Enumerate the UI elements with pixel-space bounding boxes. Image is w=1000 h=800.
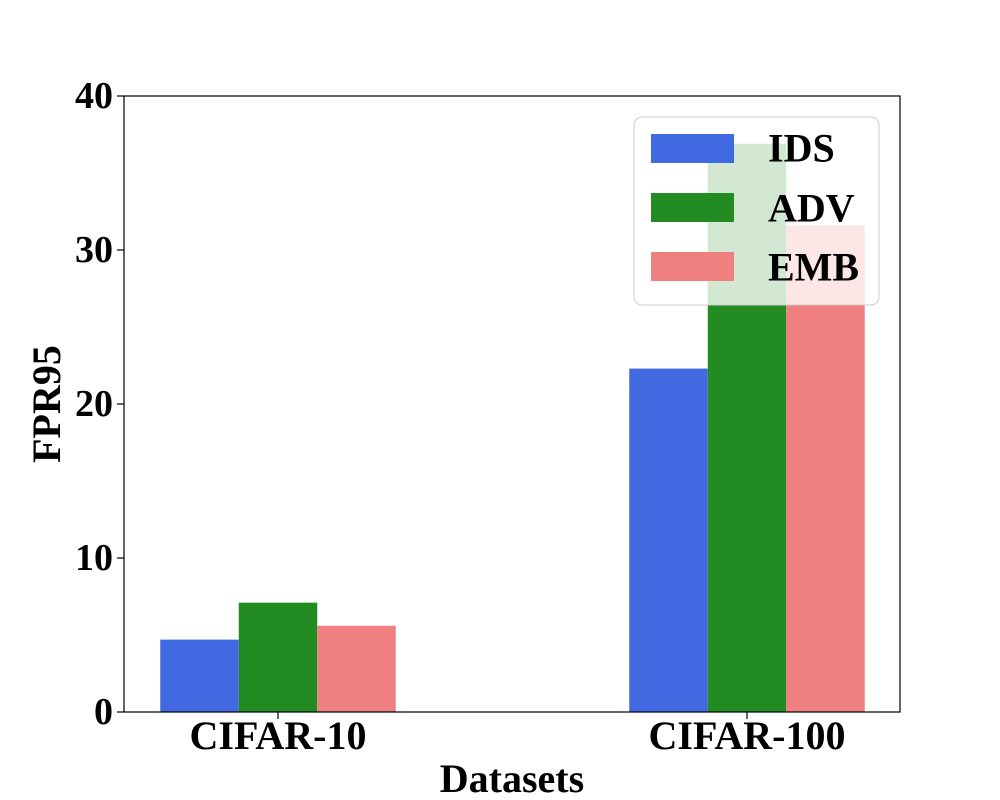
legend-label-adv: ADV bbox=[768, 186, 855, 231]
y-axis-title: FPR95 bbox=[24, 345, 69, 463]
y-tick-label: 40 bbox=[75, 75, 113, 117]
x-tick-label-cifar-10: CIFAR-10 bbox=[189, 713, 366, 758]
legend-label-ids: IDS bbox=[768, 126, 835, 171]
legend-swatch-ids bbox=[651, 134, 734, 163]
x-tick-labels: CIFAR-10 CIFAR-100 bbox=[189, 713, 845, 758]
bar-emb-cifar-100 bbox=[786, 225, 865, 713]
x-tick-label-cifar-100: CIFAR-100 bbox=[648, 713, 845, 758]
legend-swatch-adv bbox=[651, 193, 734, 222]
y-tick-labels: 0 10 20 30 40 bbox=[75, 75, 113, 733]
x-axis-title: Datasets bbox=[440, 756, 584, 800]
bar-adv-cifar-10 bbox=[238, 602, 318, 712]
bars-layer bbox=[160, 143, 865, 713]
y-tick-marks bbox=[117, 95, 124, 713]
y-tick-label: 10 bbox=[75, 537, 113, 579]
y-tick-label: 0 bbox=[94, 691, 113, 733]
bar-ids-cifar-10 bbox=[160, 639, 239, 712]
y-tick-label: 20 bbox=[75, 383, 113, 425]
bar-ids-cifar-100 bbox=[629, 368, 708, 712]
bar-emb-cifar-10 bbox=[317, 625, 396, 712]
legend-label-emb: EMB bbox=[768, 245, 859, 290]
legend: IDS ADV EMB bbox=[633, 116, 880, 306]
legend-swatch-emb bbox=[651, 252, 734, 281]
x-tick-marks bbox=[277, 712, 748, 719]
y-tick-label: 30 bbox=[75, 229, 113, 271]
